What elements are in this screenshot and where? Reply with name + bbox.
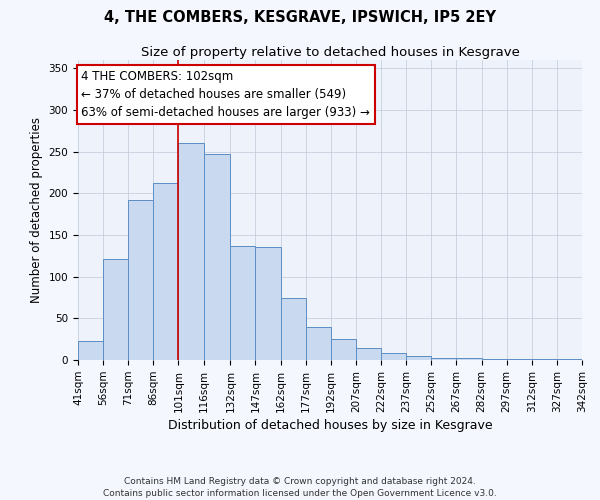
- Bar: [154, 182, 178, 360]
- Bar: [406, 356, 431, 360]
- Bar: [230, 246, 256, 360]
- Bar: [306, 326, 331, 360]
- Bar: [128, 200, 154, 360]
- Bar: [331, 339, 356, 360]
- X-axis label: Distribution of detached houses by size in Kesgrave: Distribution of detached houses by size …: [167, 419, 493, 432]
- Text: 4 THE COMBERS: 102sqm
← 37% of detached houses are smaller (549)
63% of semi-det: 4 THE COMBERS: 102sqm ← 37% of detached …: [82, 70, 370, 119]
- Text: Contains HM Land Registry data © Crown copyright and database right 2024.
Contai: Contains HM Land Registry data © Crown c…: [103, 476, 497, 498]
- Bar: [256, 246, 281, 360]
- Bar: [431, 358, 457, 360]
- Bar: [203, 154, 230, 360]
- Bar: [506, 359, 532, 360]
- Bar: [356, 348, 381, 360]
- Y-axis label: Number of detached properties: Number of detached properties: [30, 117, 43, 303]
- Bar: [178, 142, 203, 360]
- Bar: [281, 298, 306, 360]
- Bar: [381, 354, 406, 360]
- Bar: [482, 359, 506, 360]
- Bar: [78, 341, 103, 360]
- Bar: [557, 359, 582, 360]
- Bar: [457, 358, 482, 360]
- Bar: [532, 359, 557, 360]
- Text: 4, THE COMBERS, KESGRAVE, IPSWICH, IP5 2EY: 4, THE COMBERS, KESGRAVE, IPSWICH, IP5 2…: [104, 10, 496, 25]
- Title: Size of property relative to detached houses in Kesgrave: Size of property relative to detached ho…: [140, 46, 520, 59]
- Bar: [103, 259, 128, 360]
